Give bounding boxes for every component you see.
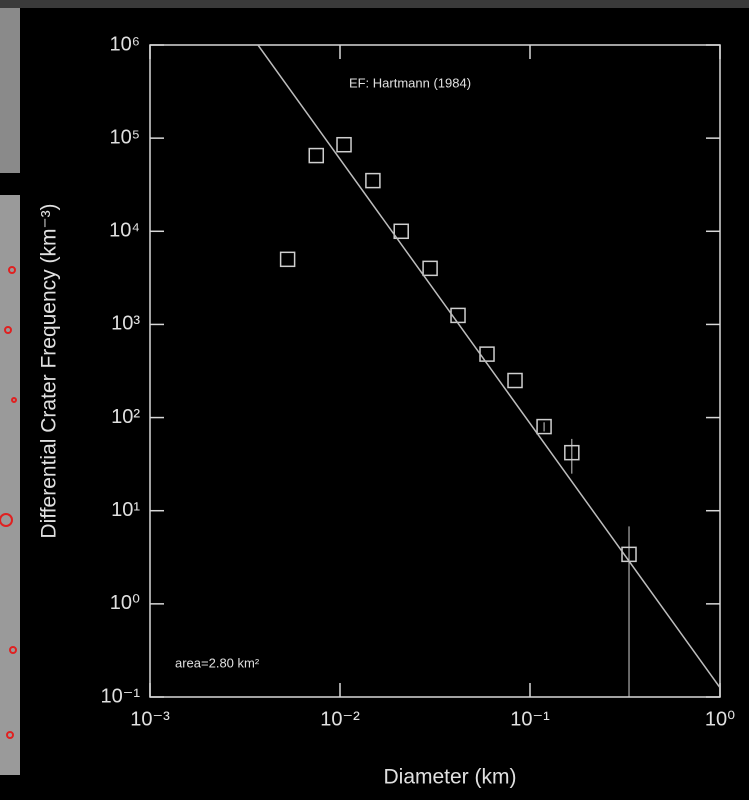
x-tick-label: 10⁰	[705, 708, 735, 730]
y-axis-label: Differential Crater Frequency (km⁻³)	[38, 203, 61, 538]
y-tick-label: 10⁵	[109, 126, 140, 148]
crater-circle	[0, 513, 13, 527]
crater-circle	[11, 397, 17, 403]
left-image-strip	[0, 195, 20, 775]
data-point	[507, 372, 523, 389]
line-label: EF: Hartmann (1984)	[349, 75, 471, 90]
x-tick-label: 10⁻²	[320, 708, 360, 730]
y-tick-label: 10⁻¹	[101, 685, 141, 707]
crater-circle	[8, 266, 16, 274]
y-tick-label: 10⁴	[109, 220, 140, 242]
y-tick-label: 10¹	[111, 499, 140, 521]
crater-circle	[9, 646, 17, 654]
y-tick-label: 10⁰	[110, 592, 140, 614]
data-point	[308, 147, 325, 164]
annotation: area=2.80 km²	[175, 655, 260, 670]
data-point	[536, 418, 552, 435]
crater-circle	[4, 326, 12, 334]
data-point	[393, 223, 409, 240]
y-tick-label: 10³	[111, 313, 140, 335]
x-axis-label: Diameter (km)	[383, 766, 516, 789]
plot-frame	[149, 44, 721, 698]
data-point	[365, 172, 381, 189]
crater-circle	[6, 731, 14, 739]
data-point	[336, 136, 352, 153]
left-image-strip	[0, 8, 20, 173]
y-tick-label: 10²	[111, 406, 140, 428]
y-tick-label: 10⁶	[110, 33, 140, 55]
top-bar	[0, 0, 749, 8]
data-point	[422, 260, 438, 277]
x-tick-label: 10⁻³	[130, 708, 170, 730]
fit-line	[257, 45, 720, 689]
data-point	[279, 251, 296, 268]
crater-markers	[0, 266, 17, 739]
x-tick-label: 10⁻¹	[510, 708, 550, 730]
data-point	[564, 444, 580, 461]
